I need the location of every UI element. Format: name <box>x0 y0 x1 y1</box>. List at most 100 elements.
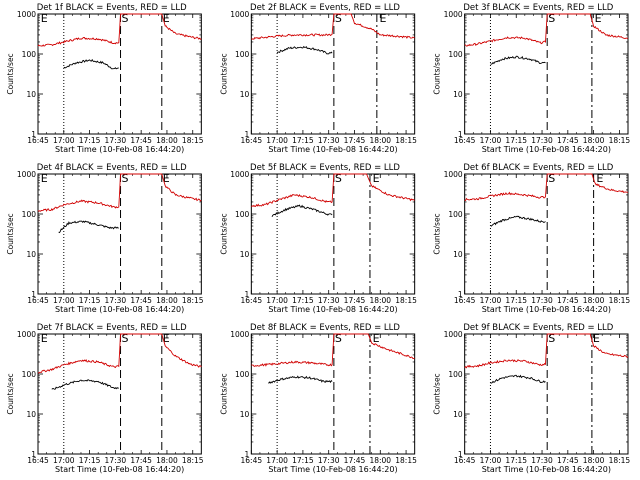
x-tick-label: 17:00 <box>266 456 288 465</box>
series-events-line <box>490 374 546 384</box>
y-tick-label: 1 <box>245 290 250 299</box>
x-tick-label: 16:45 <box>27 296 49 305</box>
plot-frame <box>37 333 202 455</box>
marker-label: E <box>41 332 48 345</box>
series-events-line <box>271 204 333 218</box>
x-tick-label: 17:15 <box>292 136 314 145</box>
series-events-line <box>268 375 333 384</box>
marker-label: S <box>122 172 129 185</box>
series-lld-line <box>37 13 202 47</box>
y-axis-label: Counts/sec <box>433 373 442 414</box>
x-tick-label: 17:15 <box>292 456 314 465</box>
y-tick-label: 100 <box>448 210 463 219</box>
series-events-line <box>276 45 333 55</box>
y-tick-label: 1000 <box>17 170 36 179</box>
series-lld-line <box>251 13 415 40</box>
y-tick-label: 1 <box>31 130 36 139</box>
y-axis-label: Counts/sec <box>433 213 442 254</box>
x-tick-label: 16:45 <box>454 456 476 465</box>
x-tick-label: 18:15 <box>182 456 204 465</box>
marker-label: E <box>163 12 170 25</box>
x-tick-label: 18:15 <box>182 136 204 145</box>
series-lld-line <box>251 333 415 367</box>
y-tick-label: 100 <box>22 370 37 379</box>
y-tick-label: 1 <box>245 130 250 139</box>
marker-label: E <box>373 332 380 345</box>
x-axis-label: Start Time (10-Feb-08 16:44:20) <box>482 465 611 474</box>
x-tick-label: 17:30 <box>531 296 553 305</box>
x-tick-label: 17:00 <box>53 456 75 465</box>
x-tick-label: 17:30 <box>105 296 127 305</box>
chart-panel-4: Det 4f BLACK = Events, RED = LLD 1 10 100 10… <box>6 163 204 314</box>
x-axis-label: Start Time (10-Feb-08 16:44:20) <box>268 465 397 474</box>
x-tick-label: 17:30 <box>318 456 340 465</box>
y-tick-label: 10 <box>26 90 36 99</box>
series-lld-line <box>37 333 202 374</box>
marker-label: E <box>163 332 170 345</box>
chart-panel-2: Det 2f BLACK = Events, RED = LLD 1 10 100 10… <box>219 3 417 154</box>
x-tick-label: 18:00 <box>369 456 391 465</box>
x-tick-label: 16:45 <box>27 136 49 145</box>
x-tick-label: 17:15 <box>79 136 101 145</box>
series-events-line <box>51 379 119 390</box>
plot-frame <box>464 173 629 295</box>
y-axis-label: Counts/sec <box>433 53 442 94</box>
x-tick-label: 17:00 <box>266 136 288 145</box>
y-tick-label: 100 <box>235 50 250 59</box>
y-axis-label: Counts/sec <box>219 213 228 254</box>
x-tick-label: 17:45 <box>557 296 579 305</box>
x-tick-label: 18:00 <box>369 296 391 305</box>
x-axis-label: Start Time (10-Feb-08 16:44:20) <box>482 305 611 314</box>
y-tick-label: 1 <box>458 290 463 299</box>
x-tick-label: 18:15 <box>395 136 417 145</box>
y-tick-label: 10 <box>240 90 250 99</box>
marker-label: E <box>593 332 600 345</box>
chart-title: Det 5f BLACK = Events, RED = LLD <box>250 163 400 173</box>
x-axis-label: Start Time (10-Feb-08 16:44:20) <box>268 145 397 154</box>
chart-panel-6: Det 6f BLACK = Events, RED = LLD 1 10 100 10… <box>433 163 631 314</box>
x-tick-label: 17:30 <box>105 456 127 465</box>
marker-label: S <box>335 12 342 25</box>
y-tick-label: 1 <box>458 450 463 459</box>
y-tick-label: 10 <box>26 250 36 259</box>
x-tick-label: 17:30 <box>318 296 340 305</box>
y-tick-label: 100 <box>448 50 463 59</box>
y-axis-label: Counts/sec <box>6 213 15 254</box>
x-tick-label: 17:15 <box>79 456 101 465</box>
x-axis-label: Start Time (10-Feb-08 16:44:20) <box>268 305 397 314</box>
x-tick-label: 18:15 <box>609 456 631 465</box>
y-tick-label: 1000 <box>444 10 463 19</box>
marker-label: S <box>335 332 342 345</box>
chart-panel-9: Det 9f BLACK = Events, RED = LLD 1 10 100 10… <box>433 323 631 474</box>
chart-title: Det 4f BLACK = Events, RED = LLD <box>37 163 187 173</box>
y-tick-label: 1000 <box>444 330 463 339</box>
x-tick-label: 17:45 <box>344 456 366 465</box>
plot-frame <box>464 333 629 455</box>
marker-label: E <box>163 172 170 185</box>
chart-panel-3: Det 3f BLACK = Events, RED = LLD 1 10 100 10… <box>433 3 631 154</box>
y-tick-label: 1000 <box>17 10 36 19</box>
series-lld-line <box>464 13 629 47</box>
chart-panel-1: Det 1f BLACK = Events, RED = LLD 1 10 100 10… <box>6 3 204 154</box>
x-axis-label: Start Time (10-Feb-08 16:44:20) <box>55 305 184 314</box>
y-axis-label: Counts/sec <box>6 373 15 414</box>
x-tick-label: 18:15 <box>609 296 631 305</box>
y-axis-label: Counts/sec <box>6 53 15 94</box>
x-tick-label: 18:00 <box>583 456 605 465</box>
x-tick-label: 17:15 <box>505 456 527 465</box>
y-tick-label: 10 <box>453 410 463 419</box>
y-tick-label: 1 <box>31 450 36 459</box>
chart-title: Det 1f BLACK = Events, RED = LLD <box>37 3 187 13</box>
y-axis-label: Counts/sec <box>219 53 228 94</box>
x-tick-label: 18:00 <box>156 296 178 305</box>
x-tick-label: 17:30 <box>318 136 340 145</box>
x-tick-label: 18:15 <box>395 456 417 465</box>
y-tick-label: 100 <box>235 210 250 219</box>
marker-label: E <box>380 12 387 25</box>
plot-frame <box>37 173 202 295</box>
marker-label: E <box>41 12 48 25</box>
plot-frame <box>250 333 416 455</box>
series-lld-line <box>250 173 415 208</box>
x-tick-label: 17:30 <box>105 136 127 145</box>
